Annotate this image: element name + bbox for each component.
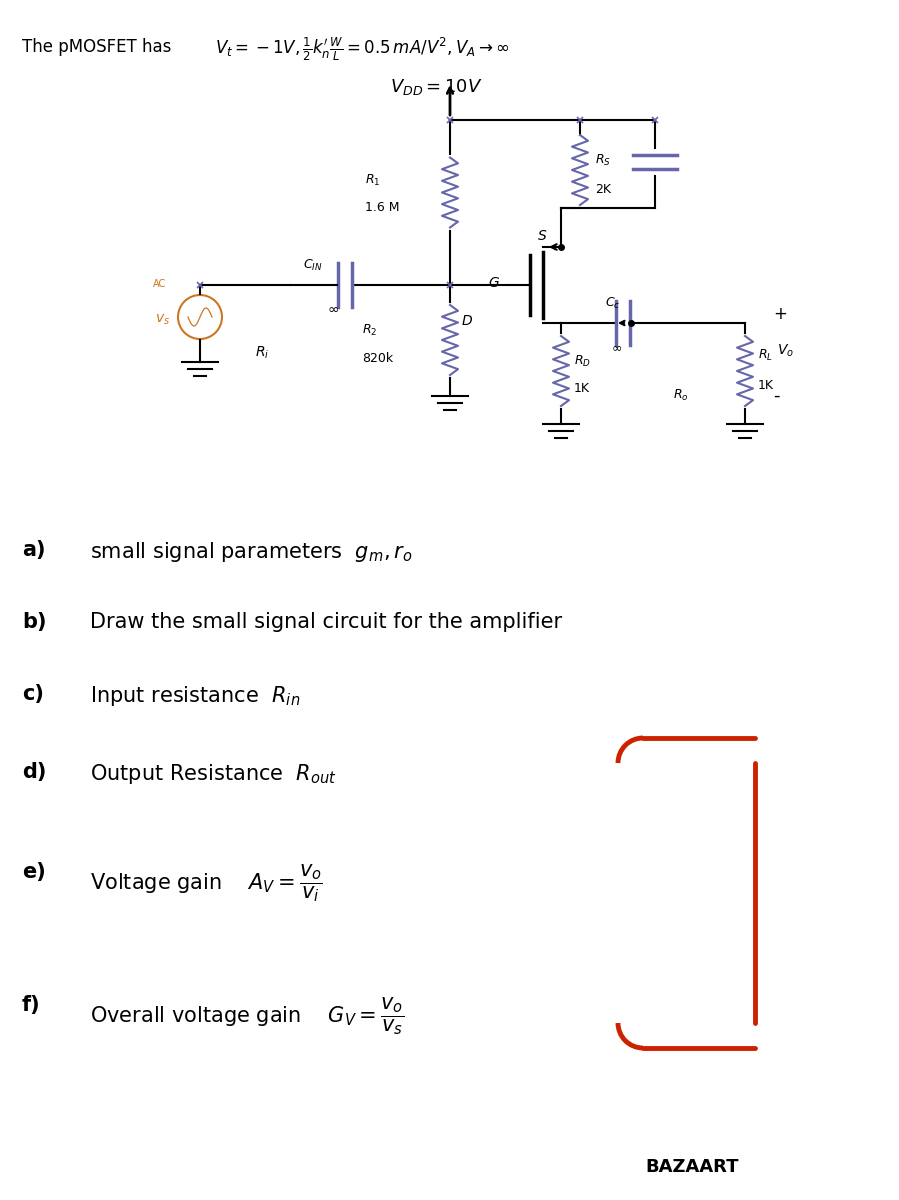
Text: The pMOSFET has: The pMOSFET has bbox=[22, 38, 172, 56]
Text: G: G bbox=[488, 276, 499, 290]
Text: d): d) bbox=[22, 762, 47, 782]
Text: Voltage gain $\quad A_V=\dfrac{v_o}{v_i}$: Voltage gain $\quad A_V=\dfrac{v_o}{v_i}… bbox=[90, 862, 323, 904]
Text: $v_s$: $v_s$ bbox=[155, 313, 170, 328]
Text: Output Resistance  $R_{out}$: Output Resistance $R_{out}$ bbox=[90, 762, 337, 786]
Text: small signal parameters  $g_m, r_o$: small signal parameters $g_m, r_o$ bbox=[90, 540, 413, 564]
Text: $R_1$: $R_1$ bbox=[365, 173, 380, 188]
Text: 820k: 820k bbox=[362, 352, 393, 365]
Text: $R_i$: $R_i$ bbox=[255, 346, 270, 361]
Text: e): e) bbox=[22, 862, 46, 882]
Text: $V_{DD}=10V$: $V_{DD}=10V$ bbox=[390, 77, 483, 97]
Text: $R_S$: $R_S$ bbox=[595, 152, 611, 168]
Text: $V_o$: $V_o$ bbox=[777, 343, 794, 360]
Text: $R_2$: $R_2$ bbox=[362, 323, 378, 337]
Text: 1K: 1K bbox=[574, 383, 590, 396]
Text: D: D bbox=[462, 314, 473, 328]
Text: $R_o$: $R_o$ bbox=[673, 388, 689, 403]
Text: $R_D$: $R_D$ bbox=[574, 354, 591, 368]
Text: 1K: 1K bbox=[758, 379, 774, 392]
Text: -: - bbox=[773, 386, 779, 406]
Text: BAZAART: BAZAART bbox=[645, 1158, 738, 1176]
Text: a): a) bbox=[22, 540, 46, 560]
Text: f): f) bbox=[22, 995, 40, 1015]
Text: b): b) bbox=[22, 612, 47, 632]
Text: Overall voltage gain $\quad G_V=\dfrac{v_o}{v_s}$: Overall voltage gain $\quad G_V=\dfrac{v… bbox=[90, 995, 405, 1037]
Text: AC: AC bbox=[153, 278, 166, 289]
Text: S: S bbox=[538, 229, 547, 242]
Text: 2K: 2K bbox=[595, 184, 611, 197]
Text: $\infty$: $\infty$ bbox=[611, 341, 622, 354]
Text: c): c) bbox=[22, 684, 44, 704]
Text: $R_L$: $R_L$ bbox=[758, 348, 773, 364]
Text: Input resistance  $R_{in}$: Input resistance $R_{in}$ bbox=[90, 684, 300, 708]
Text: $C_c$: $C_c$ bbox=[605, 296, 620, 311]
Text: $C_{IN}$: $C_{IN}$ bbox=[303, 258, 323, 274]
Text: Draw the small signal circuit for the amplifier: Draw the small signal circuit for the am… bbox=[90, 612, 562, 632]
Text: $\infty$: $\infty$ bbox=[327, 302, 339, 316]
Text: 1.6 M: 1.6 M bbox=[365, 200, 399, 214]
Text: $V_t=-1V, \frac{1}{2}k^{\prime}_n\frac{W}{L}=0.5\,mA/V^2, V_A\rightarrow\infty$: $V_t=-1V, \frac{1}{2}k^{\prime}_n\frac{W… bbox=[215, 36, 510, 64]
Text: +: + bbox=[773, 305, 787, 323]
